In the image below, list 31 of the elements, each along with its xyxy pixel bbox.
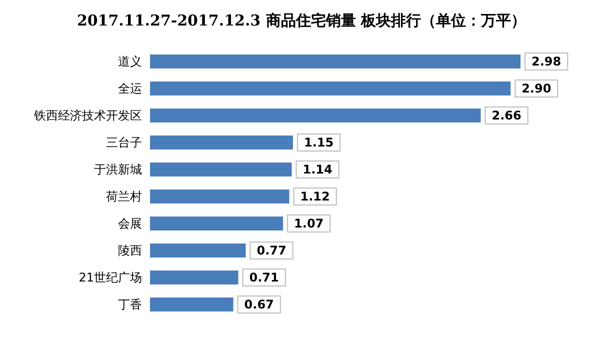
y-tick-label: 会展 <box>118 216 142 230</box>
bar <box>150 108 481 122</box>
data-label: 1.12 <box>300 190 330 204</box>
y-tick-label: 丁香 <box>118 298 142 312</box>
bar <box>150 270 238 284</box>
y-tick-label: 于洪新城 <box>94 162 142 176</box>
y-tick-label: 铁西经济技术开发区 <box>33 108 142 122</box>
bar <box>150 136 293 150</box>
y-tick-label: 全运 <box>118 82 142 96</box>
y-tick-label: 陵西 <box>118 244 142 258</box>
data-label: 1.07 <box>294 216 324 230</box>
bar <box>150 54 521 68</box>
bar <box>150 162 292 176</box>
data-label: 2.66 <box>492 108 522 122</box>
bar <box>150 190 290 204</box>
chart-title: 2017.11.27-2017.12.3 商品住宅销量 板块排行（单位：万平） <box>76 12 526 30</box>
bar <box>150 216 284 230</box>
data-label: 0.67 <box>244 298 274 312</box>
data-label: 2.90 <box>522 82 552 96</box>
data-label: 1.15 <box>304 136 334 150</box>
y-tick-label: 21世纪广场 <box>78 270 142 284</box>
data-label: 2.98 <box>532 54 562 68</box>
bar <box>150 82 511 96</box>
data-label: 0.77 <box>256 244 286 258</box>
data-label: 1.14 <box>302 162 332 176</box>
y-tick-label: 道义 <box>118 54 142 68</box>
bar <box>150 244 246 258</box>
y-tick-label: 三台子 <box>106 136 142 150</box>
bar <box>150 298 234 312</box>
y-tick-label: 荷兰村 <box>106 190 142 204</box>
data-label: 0.71 <box>249 270 279 284</box>
